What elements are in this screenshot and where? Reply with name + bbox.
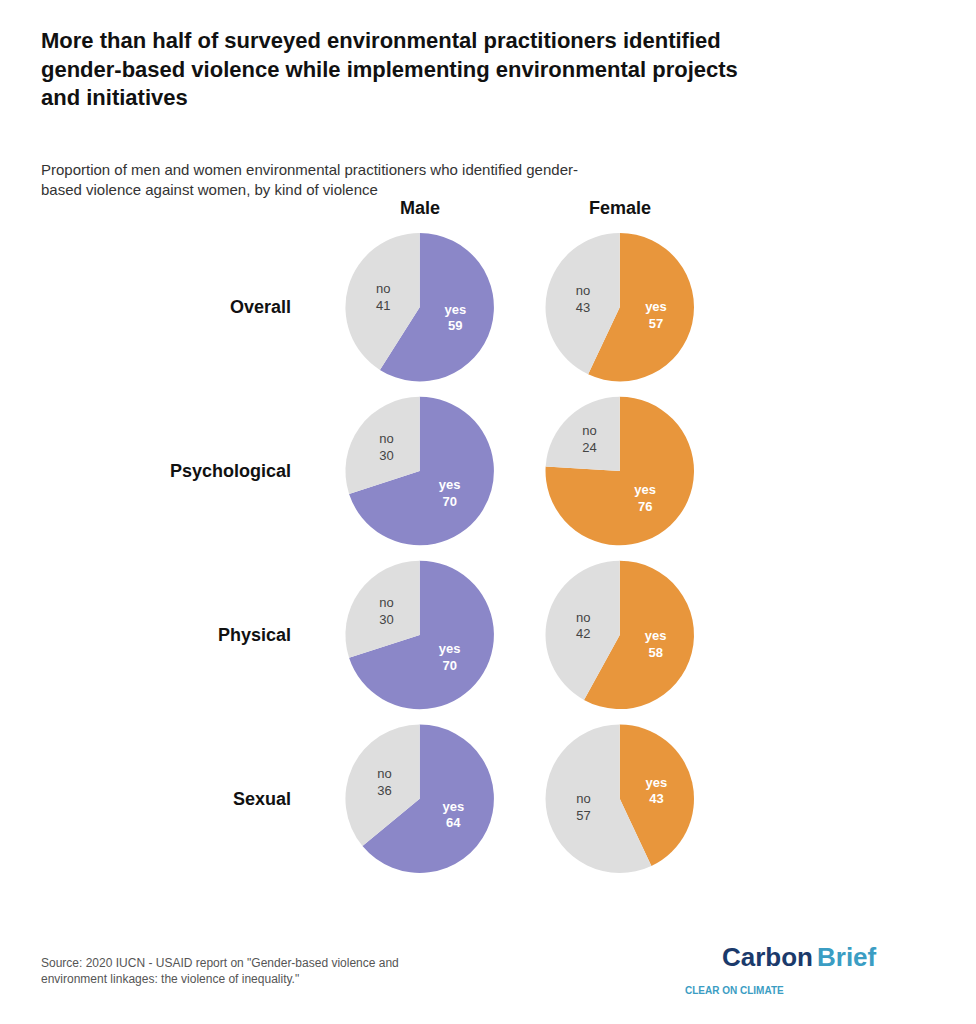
svg-text:Male: Male [400, 198, 440, 218]
svg-text:CLEAR ON CLIMATE: CLEAR ON CLIMATE [685, 985, 784, 996]
svg-text:Proportion of men and women en: Proportion of men and women environmenta… [41, 161, 578, 198]
svg-text:yes58: yes58 [645, 628, 667, 660]
svg-text:More than half of surveyed env: More than half of surveyed environmental… [41, 28, 738, 110]
svg-text:Psychological: Psychological [170, 461, 291, 481]
svg-text:yes70: yes70 [439, 641, 461, 673]
svg-text:no57: no57 [576, 791, 590, 823]
svg-text:Brief: Brief [817, 942, 877, 972]
svg-text:yes70: yes70 [439, 477, 461, 509]
svg-text:no30: no30 [379, 595, 393, 627]
svg-text:Source: 2020 IUCN - USAID repo: Source: 2020 IUCN - USAID report on "Gen… [41, 956, 399, 986]
svg-text:Physical: Physical [218, 625, 291, 645]
svg-text:yes76: yes76 [634, 482, 656, 514]
svg-text:Sexual: Sexual [233, 789, 291, 809]
svg-text:no36: no36 [377, 766, 391, 798]
svg-text:Carbon: Carbon [722, 942, 813, 972]
svg-text:no30: no30 [379, 431, 393, 463]
svg-text:yes43: yes43 [646, 775, 668, 807]
svg-text:yes57: yes57 [645, 299, 667, 331]
svg-text:no24: no24 [582, 423, 596, 455]
svg-text:Overall: Overall [230, 297, 291, 317]
svg-text:Female: Female [589, 198, 651, 218]
svg-text:no42: no42 [576, 610, 590, 642]
svg-text:no43: no43 [576, 283, 590, 315]
svg-text:no41: no41 [376, 281, 390, 313]
svg-text:yes59: yes59 [444, 302, 466, 334]
svg-text:yes64: yes64 [442, 799, 464, 831]
